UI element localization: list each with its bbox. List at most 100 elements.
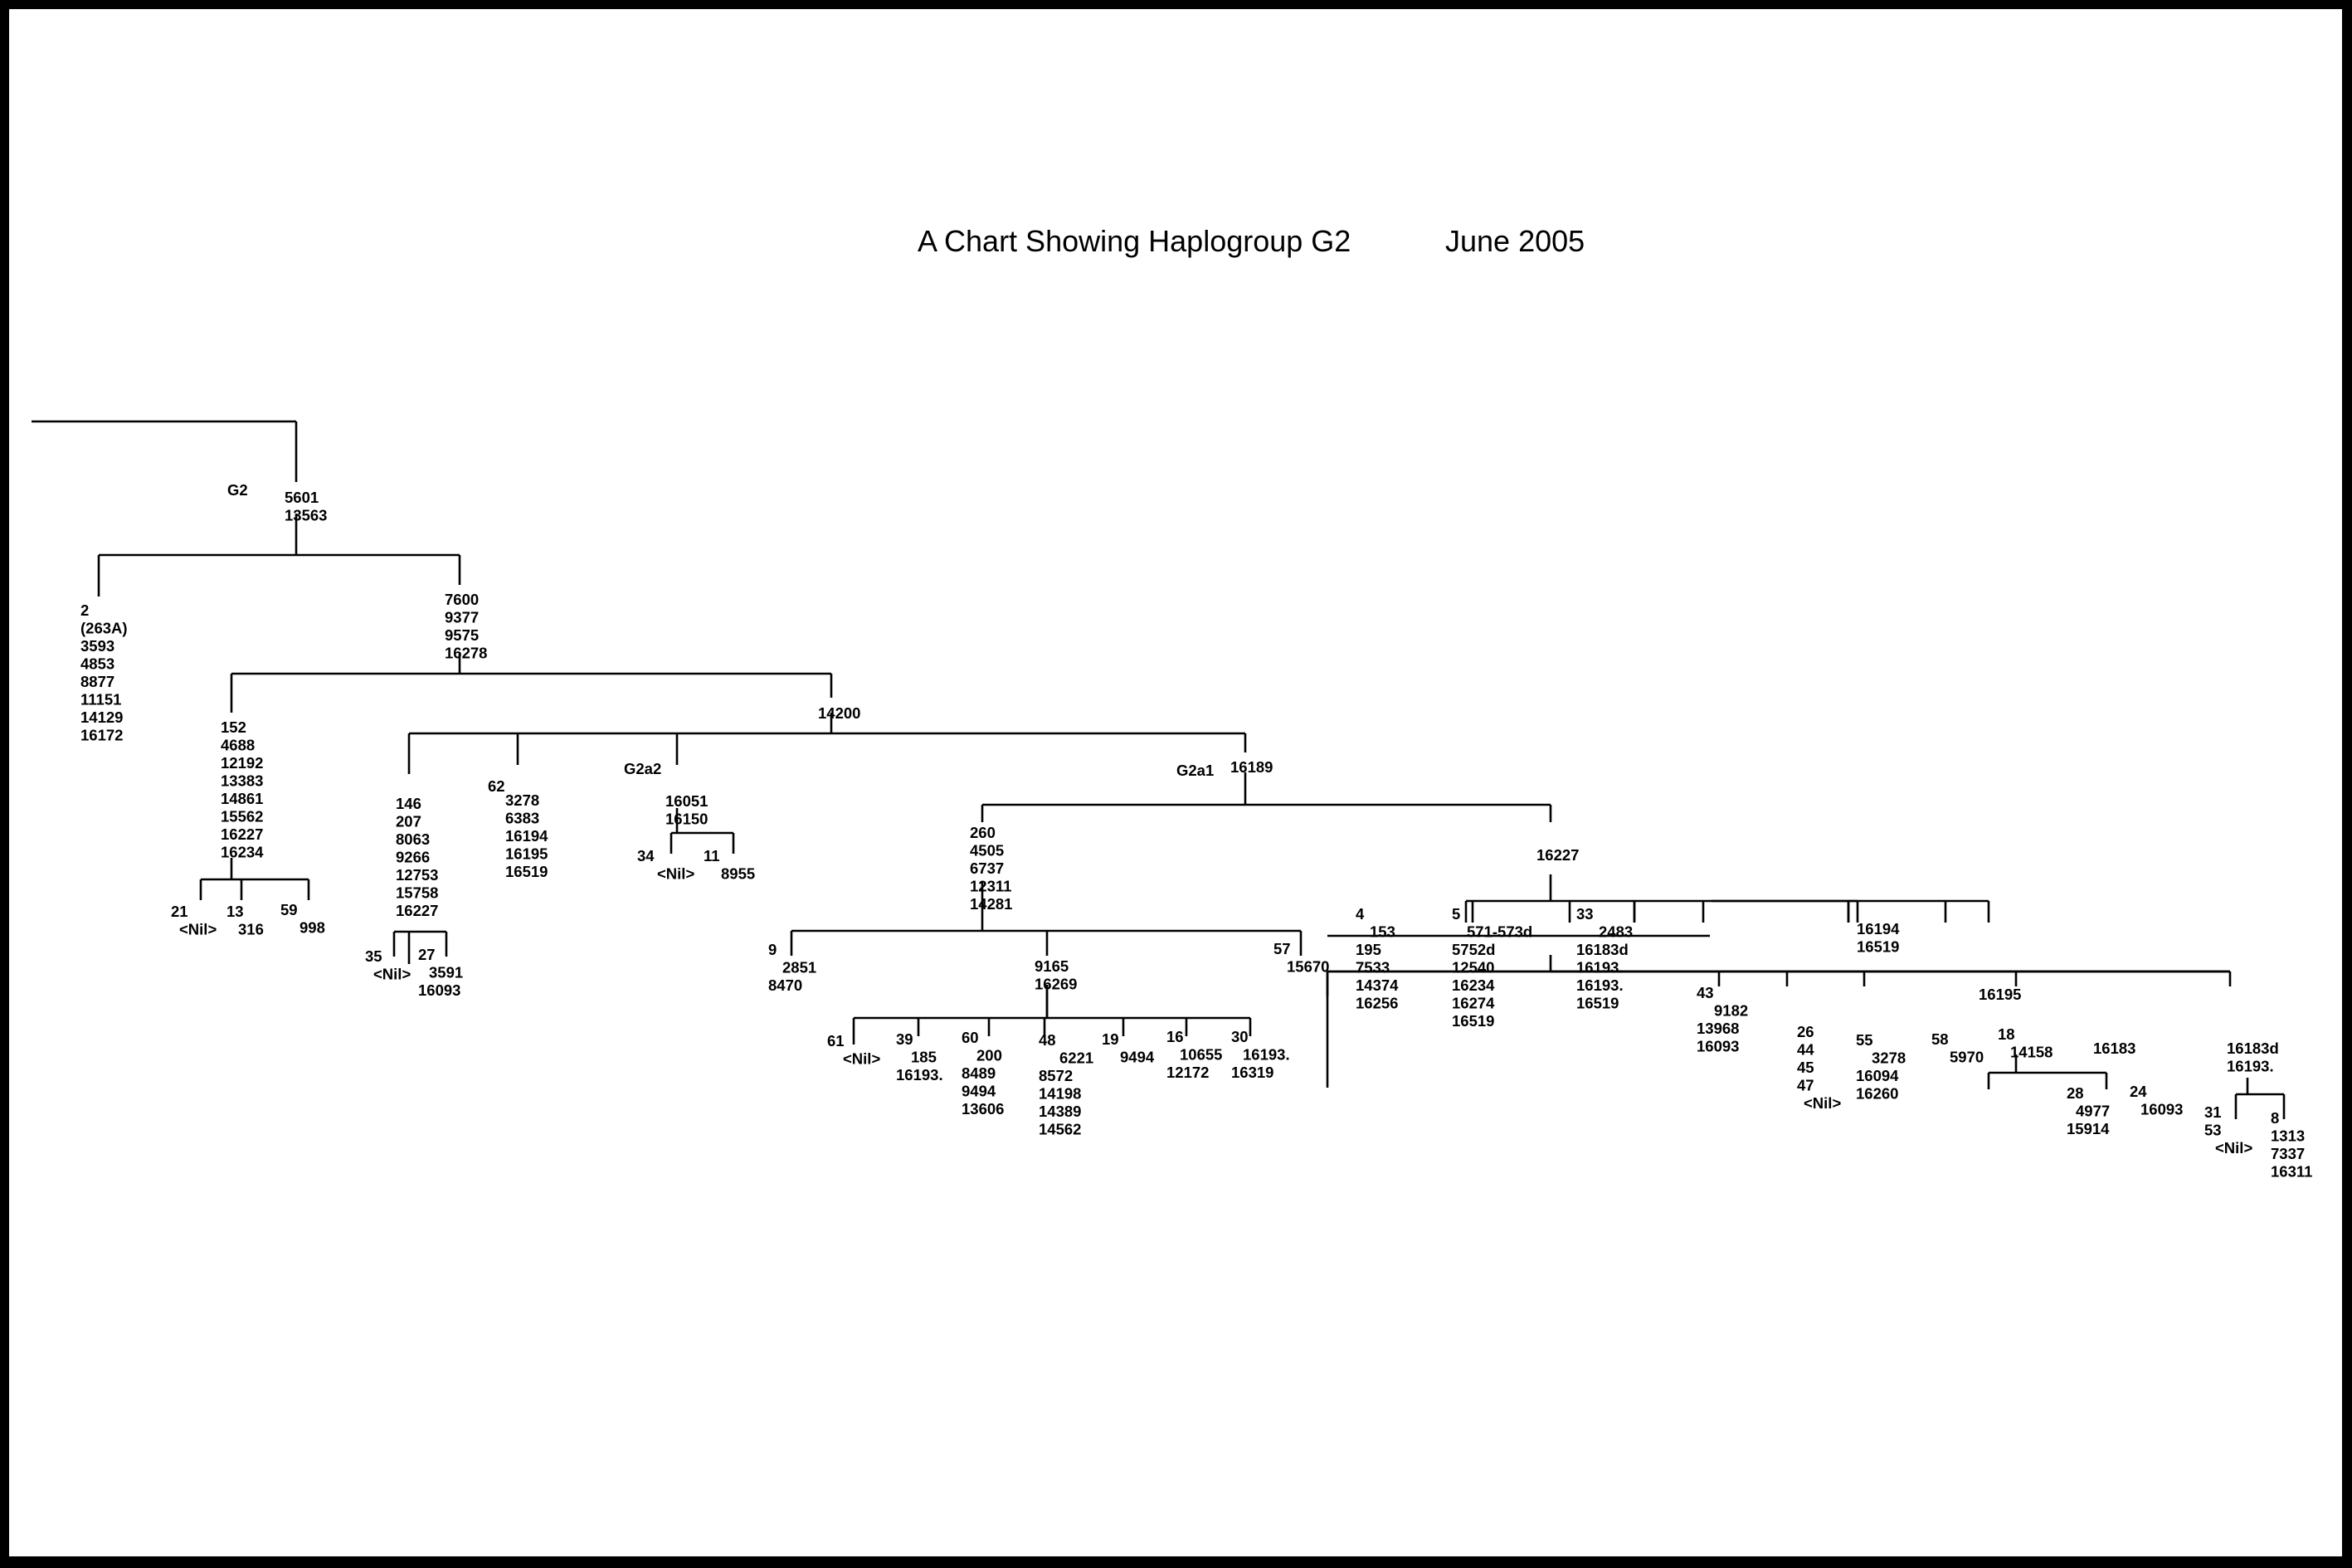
node-24-line-0: 24 — [2130, 1083, 2147, 1100]
node-27-line-0: 27 — [418, 946, 436, 963]
node-61-line-1: <Nil> — [843, 1050, 880, 1068]
node-152-line-7: 16234 — [221, 844, 264, 861]
node-28-line-0: 28 — [2067, 1084, 2084, 1102]
node-16-line-2: 12172 — [1166, 1064, 1209, 1081]
node-152-line-0: 152 — [221, 718, 246, 736]
node-21-line-0: 21 — [171, 903, 188, 920]
node-4-line-5: 16256 — [1356, 995, 1398, 1012]
node-31-line-2: <Nil> — [2215, 1139, 2252, 1157]
node-8-line-0: 8 — [2271, 1109, 2279, 1127]
node-26-line-4: <Nil> — [1804, 1094, 1841, 1112]
node-43-line-0: 43 — [1697, 984, 1714, 1001]
node-16183-line-0: 16183 — [2093, 1040, 2135, 1057]
node-31-line-0: 31 — [2204, 1103, 2222, 1121]
node-8-line-2: 7337 — [2271, 1145, 2305, 1162]
node-18-line-1: 14158 — [2010, 1044, 2053, 1061]
node-28-line-1: 4977 — [2076, 1103, 2110, 1120]
g2a2-label: G2a2 — [624, 760, 661, 777]
node-16227-line-0: 16227 — [1536, 846, 1579, 864]
node-7600-line-1: 9377 — [445, 609, 479, 626]
node-2-line-1: (263A) — [80, 620, 128, 637]
node-2-line-3: 4853 — [80, 655, 114, 673]
node-62-line-4: 16519 — [505, 863, 548, 880]
node-152-line-6: 16227 — [221, 825, 263, 843]
node-48-line-5: 14562 — [1039, 1121, 1081, 1138]
node-16051-line-0: 16051 — [665, 792, 708, 810]
haplogroup-tree: A Chart Showing Haplogroup G2 June 2005 … — [32, 224, 2312, 1181]
node-146-line-0: 146 — [396, 795, 421, 812]
node-2-line-4: 8877 — [80, 673, 114, 690]
node-16183d-line-0: 16183d — [2227, 1040, 2279, 1057]
node-146-line-5: 15758 — [396, 884, 438, 902]
node-24-line-1: 16093 — [2140, 1101, 2183, 1118]
node-60-line-0: 60 — [962, 1029, 979, 1046]
node-5-line-1: 571-573d — [1467, 923, 1532, 941]
node-59-line-1: 998 — [299, 919, 325, 937]
node-5601-line-1: 13563 — [285, 507, 327, 524]
node-2-line-2: 3593 — [80, 637, 114, 655]
node-62-id: 62 — [488, 777, 505, 795]
node-57-line-0: 57 — [1273, 940, 1291, 957]
tree-labels: G2 5601135632(263A)3593485388771115114129… — [80, 481, 2312, 1181]
node-11-line-1: 8955 — [721, 865, 755, 883]
node-35-line-1: <Nil> — [373, 966, 411, 983]
node-58-line-0: 58 — [1931, 1030, 1949, 1048]
node-48-line-3: 14198 — [1039, 1085, 1081, 1103]
node-26-line-1: 44 — [1797, 1041, 1814, 1059]
node-2-line-6: 14129 — [80, 709, 123, 726]
node-39-line-0: 39 — [896, 1030, 913, 1048]
node-62-line-0: 3278 — [505, 791, 539, 809]
node-60-line-3: 9494 — [962, 1083, 996, 1100]
node-26-line-0: 26 — [1797, 1023, 1814, 1040]
node-4-line-0: 4 — [1356, 905, 1365, 923]
node-58-line-1: 5970 — [1950, 1049, 1984, 1066]
node-13-line-0: 13 — [226, 903, 244, 920]
node-8-line-1: 1313 — [2271, 1127, 2305, 1145]
node-9165-line-1: 16269 — [1035, 976, 1077, 993]
node-260-line-2: 6737 — [970, 859, 1004, 877]
node-19-line-0: 19 — [1102, 1030, 1119, 1048]
node-21-line-1: <Nil> — [179, 921, 217, 938]
g2a1-label: G2a1 — [1176, 762, 1214, 779]
node-260-line-3: 12311 — [970, 878, 1011, 895]
node-33-line-2: 16183d — [1576, 941, 1629, 958]
node-2-line-5: 11151 — [80, 691, 121, 709]
chart-canvas: A Chart Showing Haplogroup G2 June 2005 … — [9, 9, 2342, 1556]
node-39-line-1: 185 — [911, 1049, 937, 1066]
node-48-line-4: 14389 — [1039, 1103, 1081, 1120]
node-4-line-2: 195 — [1356, 941, 1381, 958]
node-16-line-0: 16 — [1166, 1028, 1184, 1045]
node-19-line-1: 9494 — [1120, 1049, 1155, 1066]
tree-lines — [32, 420, 2286, 1119]
node-27-line-1: 3591 — [429, 964, 463, 981]
node-14200-line-0: 14200 — [818, 704, 860, 722]
node-33-line-3: 16193. — [1576, 959, 1624, 976]
node-43-line-2: 13968 — [1697, 1020, 1739, 1037]
node-48-line-2: 8572 — [1039, 1067, 1073, 1084]
node-59-line-0: 59 — [280, 901, 298, 918]
node-28-line-2: 15914 — [2067, 1120, 2110, 1137]
node-62-line-3: 16195 — [505, 845, 548, 863]
node-60-line-4: 13606 — [962, 1100, 1004, 1118]
node-152-line-1: 4688 — [221, 737, 255, 754]
node-5-line-5: 16274 — [1452, 995, 1495, 1012]
node-34-line-1: <Nil> — [657, 865, 694, 883]
node-43-line-3: 16093 — [1697, 1038, 1739, 1055]
node-48-line-0: 48 — [1039, 1031, 1056, 1049]
node-7600-line-3: 16278 — [445, 645, 487, 662]
node-152-line-5: 15562 — [221, 808, 263, 825]
node-27-line-2: 16093 — [418, 981, 460, 999]
node-9-line-0: 9 — [768, 941, 777, 958]
node-13-line-1: 316 — [238, 921, 264, 938]
node-26-line-3: 47 — [1797, 1077, 1814, 1094]
node-33-line-1: 2483 — [1599, 923, 1633, 941]
node-152-line-4: 14861 — [221, 790, 263, 807]
node-4-line-1: 153 — [1370, 923, 1395, 941]
node-34-line-0: 34 — [637, 847, 655, 864]
node-30-line-0: 30 — [1231, 1028, 1249, 1045]
node-60-line-2: 8489 — [962, 1064, 996, 1082]
node-5601-line-0: 5601 — [285, 489, 319, 506]
node-16183d-line-1: 16193. — [2227, 1058, 2274, 1075]
node-62-line-2: 16194 — [505, 827, 548, 845]
node-35-line-0: 35 — [365, 947, 382, 965]
